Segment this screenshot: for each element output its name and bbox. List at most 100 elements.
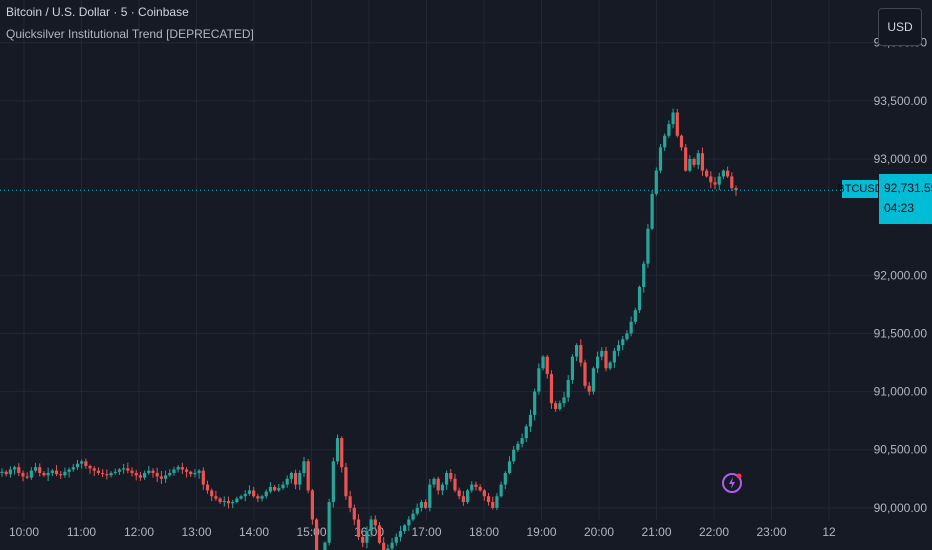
candle-body <box>663 135 667 148</box>
candle-body <box>562 397 566 404</box>
x-tick-label: 12:00 <box>124 525 154 539</box>
candle-body <box>168 472 172 476</box>
y-tick-label: 91,000.00 <box>874 385 928 399</box>
candle-body <box>721 170 726 177</box>
candle-body <box>126 468 130 471</box>
candle-body <box>692 159 696 165</box>
candle-body <box>189 471 193 475</box>
candle-body <box>419 502 424 508</box>
candle-body <box>365 531 369 543</box>
candle-body <box>394 536 398 543</box>
candle-body <box>684 147 688 171</box>
candle-body <box>512 449 516 462</box>
y-tick-label: 92,000.00 <box>874 268 928 282</box>
candle-body <box>390 542 394 549</box>
candle-body <box>457 490 461 497</box>
candle-body <box>600 350 604 357</box>
candle-body <box>444 472 449 485</box>
candle-body <box>214 496 218 499</box>
indicator-name[interactable]: Quicksilver Institutional Trend [DEPRECA… <box>6 27 254 41</box>
y-tick-label: 93,000.00 <box>874 152 928 166</box>
candle-body <box>566 379 570 398</box>
x-tick-label: 15:00 <box>296 525 326 539</box>
x-tick-label: 23:00 <box>756 525 786 539</box>
candle-body <box>33 467 38 471</box>
lightning-bolt-icon <box>722 473 742 493</box>
x-tick-label: 19:00 <box>526 525 556 539</box>
candle-body <box>549 374 554 404</box>
chart-title: Bitcoin / U.S. Dollar · 5 · Coinbase <box>6 5 189 19</box>
candle-body <box>205 484 210 491</box>
candle-body <box>726 170 730 177</box>
x-tick-label: 21:00 <box>641 525 671 539</box>
candle-body <box>75 463 80 468</box>
candle-body <box>428 484 432 508</box>
candle-body <box>59 474 63 476</box>
candle-body <box>470 484 474 491</box>
candle-body <box>71 467 75 470</box>
x-tick-label: 17:00 <box>411 525 441 539</box>
candle-body <box>289 472 294 479</box>
candle-body <box>42 472 46 476</box>
candle-body <box>377 525 382 543</box>
candle-body <box>415 507 419 514</box>
candle-body <box>369 519 373 532</box>
candle-body <box>143 472 147 478</box>
candle-body <box>629 321 633 334</box>
candle-body <box>281 484 285 489</box>
x-tick-label: 12 <box>822 525 836 539</box>
candle-body <box>0 471 4 473</box>
x-tick-label: 13:00 <box>181 525 211 539</box>
candle-body <box>180 467 184 470</box>
candle-body <box>520 438 524 444</box>
candle-body <box>478 486 482 491</box>
candle-body <box>637 286 642 311</box>
candle-body <box>285 478 289 485</box>
candle-body <box>151 470 155 473</box>
candle-body <box>302 461 306 473</box>
candle-body <box>671 112 675 125</box>
candle-body <box>398 531 403 537</box>
candle-body <box>138 475 143 478</box>
y-tick-label: 93,500.00 <box>874 94 928 108</box>
candle-body <box>679 135 684 148</box>
candle-body <box>88 465 92 469</box>
candle-body <box>105 474 109 476</box>
candle-body <box>356 519 361 537</box>
candle-body <box>109 472 113 476</box>
candle-body <box>541 356 545 369</box>
candle-body <box>352 507 356 520</box>
candle-body <box>507 461 512 473</box>
candle-body <box>38 467 42 473</box>
candle-body <box>436 478 440 491</box>
candle-body <box>730 176 734 189</box>
symbol-tag: BTCUSD <box>837 180 883 198</box>
x-tick-label: 22:00 <box>699 525 729 539</box>
candle-body <box>101 472 105 475</box>
candle-body <box>545 356 549 375</box>
candle-body <box>46 472 50 476</box>
candle-body <box>688 159 692 171</box>
currency-button[interactable]: USD <box>878 8 922 46</box>
candle-body <box>709 176 713 183</box>
candle-body <box>537 368 541 392</box>
candle-body <box>260 496 264 499</box>
candle-body <box>650 193 654 229</box>
candle-body <box>625 333 629 340</box>
candle-body <box>226 500 231 504</box>
candle-body <box>25 476 29 478</box>
candle-body <box>54 470 59 475</box>
candle-body <box>243 493 247 497</box>
candle-body <box>386 548 390 550</box>
candle-body <box>705 170 709 177</box>
candle-body <box>21 472 25 477</box>
candle-body <box>491 502 495 508</box>
candle-body <box>159 476 163 479</box>
candle-body <box>440 484 444 491</box>
candle-body <box>17 467 21 473</box>
candle-body <box>277 488 281 491</box>
candle-body <box>231 502 235 504</box>
candle-body <box>92 468 96 471</box>
candle-body <box>654 170 658 194</box>
